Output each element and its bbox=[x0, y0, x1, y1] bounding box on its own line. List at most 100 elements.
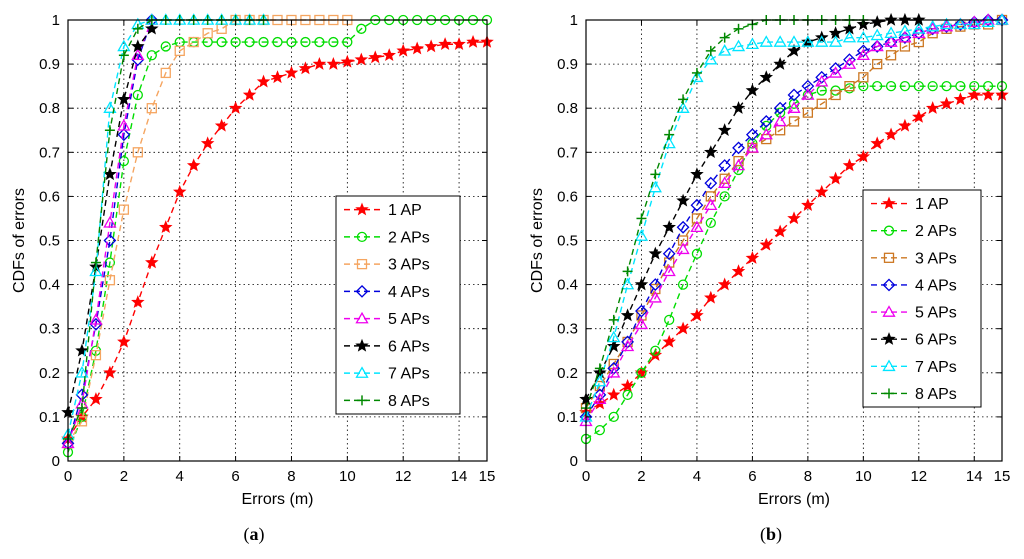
panel-b-xtick-label-6: 6 bbox=[748, 468, 756, 485]
panel-a-point-5-aps-2 bbox=[89, 313, 103, 325]
panel-a-ytick-label-0_5: 0.5 bbox=[39, 233, 60, 250]
panel-a-point-2-aps-11 bbox=[216, 36, 227, 48]
panel-b-point-1-ap-3 bbox=[620, 378, 635, 392]
panel-b-point-2-aps-7 bbox=[677, 279, 689, 290]
panel-b-point-4-aps-4 bbox=[635, 304, 648, 318]
panel-a-x-axis-label: Errors (m) bbox=[242, 491, 314, 508]
panel-b-point-7-aps-15 bbox=[787, 35, 801, 47]
panel-a-legend-label-6-aps: 6 APs bbox=[388, 338, 430, 355]
panel-b-point-3-aps-20 bbox=[858, 72, 869, 83]
panel-b-point-5-aps-21 bbox=[870, 39, 884, 52]
panel-b-point-1-ap-8 bbox=[690, 308, 704, 322]
panel-a-legend: 1 AP 2 APs 3 APs 4 APs 5 APs 6 APs 7 APs 8 APs bbox=[335, 195, 461, 415]
panel-b-point-4-aps-5 bbox=[648, 278, 662, 292]
panel-a-point-3-aps-4 bbox=[118, 204, 130, 215]
panel-b-point-1-ap-9 bbox=[704, 290, 718, 304]
panel-b-point-1-ap-2 bbox=[606, 387, 621, 401]
panel-b-point-7-aps-13 bbox=[759, 35, 773, 47]
panel-b-point-8-aps-4 bbox=[636, 213, 647, 224]
panel-b-point-1-ap-28 bbox=[967, 87, 982, 101]
panel-a-legend-label-5-aps: 5 APs bbox=[388, 311, 430, 328]
panel-b-point-4-aps-6 bbox=[662, 247, 676, 261]
panel-a-legend-label-2-aps: 2 APs bbox=[388, 229, 430, 246]
panel-b-point-5-aps-6 bbox=[662, 264, 676, 277]
panel-a-point-1-ap-20 bbox=[340, 54, 355, 68]
panel-b-point-4-aps-9 bbox=[704, 176, 718, 190]
panel-b-point-4-aps-15 bbox=[787, 88, 801, 102]
panel-b-point-5-aps-7 bbox=[676, 242, 690, 255]
panel-b-point-4-aps-10 bbox=[718, 159, 732, 172]
panel-b-point-7-aps-8 bbox=[690, 70, 704, 83]
panel-b-point-8-aps-2 bbox=[608, 314, 619, 325]
panel-a-point-1-ap-21 bbox=[354, 52, 369, 66]
panel-b-point-8-aps-7 bbox=[678, 94, 689, 105]
panel-b-point-3-aps-19 bbox=[844, 81, 855, 92]
panel-b-legend-label-1-ap: 1 AP bbox=[915, 196, 949, 213]
panel-b-point-2-aps-2 bbox=[608, 411, 619, 423]
panel-b-ytick-label-1: 1 bbox=[570, 12, 578, 29]
panel-a-point-4-aps-2 bbox=[89, 317, 103, 331]
panel-b-legend-entry-4-aps: 4 APs bbox=[871, 277, 957, 294]
panel-a-point-8-aps-5 bbox=[132, 23, 143, 34]
panel-b-point-6-aps-13 bbox=[759, 70, 774, 84]
panel-b-point-3-aps-17 bbox=[816, 98, 827, 109]
panel-a-point-2-aps-13 bbox=[244, 36, 255, 48]
panel-b-point-2-aps-27 bbox=[955, 81, 966, 92]
panel-b-point-1-ap-24 bbox=[912, 109, 926, 123]
panel-a-point-2-aps-17 bbox=[300, 36, 311, 48]
panel-b-ytick-label-0_8: 0.8 bbox=[557, 100, 578, 117]
panel-b-legend-entry-2-aps: 2 APs bbox=[871, 223, 957, 240]
panel-a-point-1-ap-27 bbox=[438, 37, 452, 50]
panel-a-point-6-aps-1 bbox=[75, 343, 89, 357]
panel-a-point-1-ap-3 bbox=[103, 365, 117, 379]
panel-b-legend-label-5-aps: 5 APs bbox=[915, 305, 957, 322]
panel-b-point-1-ap-12 bbox=[745, 251, 760, 264]
panel-b-point-5-aps-14 bbox=[773, 114, 787, 127]
panel-a-point-1-ap-23 bbox=[382, 48, 396, 62]
panel-b-point-4-aps-21 bbox=[870, 40, 884, 53]
panel-b-xtick-label-8: 8 bbox=[804, 468, 812, 485]
panel-b-point-3-aps-11 bbox=[733, 155, 744, 167]
panel-b-xtick-label-2: 2 bbox=[637, 468, 645, 485]
panel-a-point-1-ap-25 bbox=[410, 41, 424, 55]
panel-b-point-4-aps-19 bbox=[843, 53, 856, 67]
panel-b-x-axis-label: Errors (m) bbox=[758, 491, 830, 508]
panel-b-legend-entry-6-aps: 6 APs bbox=[871, 332, 957, 349]
panel-b-point-3-aps-15 bbox=[788, 116, 800, 127]
panel-a-ytick-label-0_6: 0.6 bbox=[39, 188, 60, 205]
panel-a-ytick-label-0_4: 0.4 bbox=[39, 277, 60, 294]
panel-a-legend-marker-6-aps bbox=[355, 338, 369, 352]
panel-b-ytick-label-0_9: 0.9 bbox=[557, 56, 578, 73]
panel-b-point-7-aps-23 bbox=[898, 24, 912, 36]
panel-b-point-8-aps-3 bbox=[622, 266, 633, 277]
panel-b-point-4-aps-17 bbox=[815, 70, 829, 84]
panel-a-point-2-aps-4 bbox=[118, 155, 130, 167]
panel-b-point-7-aps-11 bbox=[731, 39, 746, 52]
panel-b-point-5-aps-25 bbox=[926, 22, 940, 34]
panel-b-point-1-ap-18 bbox=[828, 171, 843, 185]
panel-a-point-1-ap-26 bbox=[424, 39, 438, 53]
panel-a-point-5-aps-3 bbox=[103, 216, 117, 228]
panel-b-point-5-aps-29 bbox=[981, 13, 995, 25]
panel-a-point-3-aps-3 bbox=[104, 275, 116, 286]
panel-b-point-6-aps-11 bbox=[731, 101, 746, 114]
panel-b-point-2-aps-6 bbox=[664, 314, 675, 326]
panel-a-point-6-aps-4 bbox=[117, 92, 131, 106]
panel-b-point-2-aps-25 bbox=[927, 81, 938, 92]
panel-a-point-4-aps-3 bbox=[103, 234, 117, 247]
panel-b-xtick-label-12: 12 bbox=[910, 468, 927, 485]
panel-a-legend-marker-8-aps bbox=[357, 395, 367, 406]
panel-a-ytick-label-0_1: 0.1 bbox=[39, 409, 60, 426]
panel-b-point-2-aps-29 bbox=[982, 81, 994, 92]
panel-a-caption: (a) bbox=[244, 524, 265, 545]
panel-a-point-1-ap-12 bbox=[228, 101, 243, 114]
panel-b-legend-label-7-aps: 7 APs bbox=[915, 359, 957, 376]
panel-b-xtick-label-14: 14 bbox=[966, 468, 983, 485]
panel-b-point-2-aps-28 bbox=[969, 81, 980, 92]
panel-b-point-8-aps-6 bbox=[664, 129, 675, 140]
panel-b-point-4-aps-18 bbox=[829, 62, 843, 75]
panel-a-legend-entry-1-ap: 1 AP bbox=[344, 202, 422, 219]
panel-b-point-3-aps-21 bbox=[872, 58, 883, 70]
panel-b-ytick-label-0_3: 0.3 bbox=[557, 321, 578, 338]
panel-a-point-1-ap-15 bbox=[270, 70, 285, 84]
